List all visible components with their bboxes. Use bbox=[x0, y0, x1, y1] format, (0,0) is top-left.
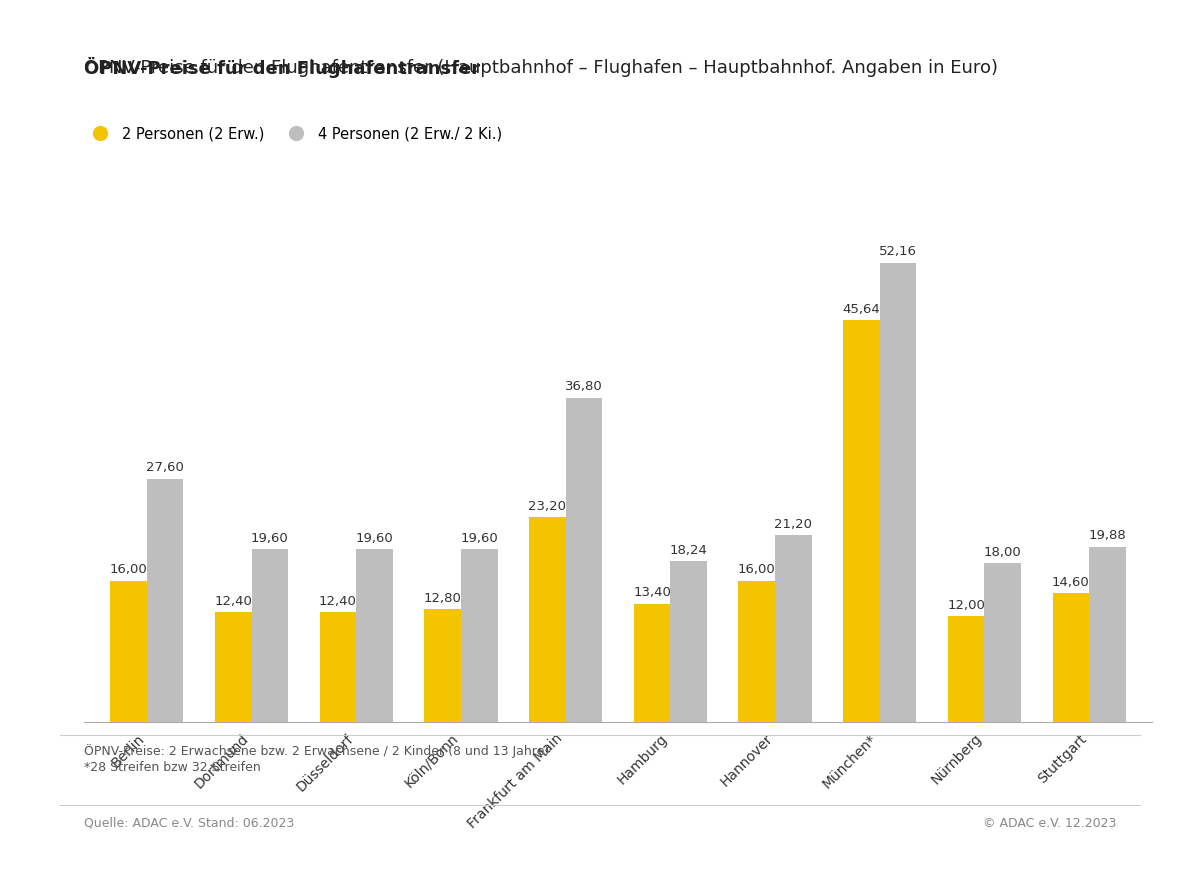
Text: 19,88: 19,88 bbox=[1088, 529, 1127, 542]
Text: 36,80: 36,80 bbox=[565, 380, 602, 393]
Bar bbox=[215, 612, 252, 722]
Text: 52,16: 52,16 bbox=[880, 246, 917, 258]
Text: 18,24: 18,24 bbox=[670, 544, 708, 557]
Bar bbox=[671, 561, 707, 722]
Text: 12,80: 12,80 bbox=[424, 591, 462, 605]
Bar bbox=[319, 612, 356, 722]
Bar bbox=[110, 581, 146, 722]
Bar bbox=[356, 549, 392, 722]
Bar bbox=[146, 479, 184, 722]
Bar bbox=[844, 320, 880, 722]
Text: *28 Streifen bzw 32 Streifen: *28 Streifen bzw 32 Streifen bbox=[84, 761, 260, 774]
Text: 16,00: 16,00 bbox=[738, 563, 775, 576]
Text: 12,00: 12,00 bbox=[947, 598, 985, 612]
Bar bbox=[1052, 593, 1090, 722]
Text: Quelle: ADAC e.V. Stand: 06.2023: Quelle: ADAC e.V. Stand: 06.2023 bbox=[84, 817, 294, 830]
Text: © ADAC e.V. 12.2023: © ADAC e.V. 12.2023 bbox=[983, 817, 1116, 830]
Bar bbox=[565, 398, 602, 722]
Text: ÖPNV-Preise: 2 Erwachsene bzw. 2 Erwachsene / 2 Kinder (8 und 13 Jahre): ÖPNV-Preise: 2 Erwachsene bzw. 2 Erwachs… bbox=[84, 744, 550, 758]
Bar bbox=[1090, 546, 1126, 722]
Text: 13,40: 13,40 bbox=[634, 586, 671, 599]
Text: ÖPNV-Preise für den Flughafentransfer (Hauptbahnhof – Flughafen – Hauptbahnhof. : ÖPNV-Preise für den Flughafentransfer (H… bbox=[84, 57, 998, 77]
Text: 16,00: 16,00 bbox=[109, 563, 148, 576]
Bar bbox=[948, 616, 984, 722]
Bar bbox=[775, 535, 811, 722]
Text: 19,60: 19,60 bbox=[461, 532, 498, 545]
Bar bbox=[634, 604, 671, 722]
Bar bbox=[461, 549, 498, 722]
Bar bbox=[425, 609, 461, 722]
Text: 12,40: 12,40 bbox=[319, 595, 356, 608]
Bar bbox=[880, 262, 917, 722]
Bar bbox=[984, 563, 1021, 722]
Text: 18,00: 18,00 bbox=[984, 546, 1021, 559]
Text: 27,60: 27,60 bbox=[146, 461, 184, 474]
Text: 19,60: 19,60 bbox=[251, 532, 289, 545]
Text: 19,60: 19,60 bbox=[355, 532, 394, 545]
Text: ÖPNV-Preise für den Flughafentransfer: ÖPNV-Preise für den Flughafentransfer bbox=[84, 57, 480, 78]
Bar bbox=[529, 517, 565, 722]
Text: 14,60: 14,60 bbox=[1052, 576, 1090, 589]
Text: 45,64: 45,64 bbox=[842, 303, 881, 316]
Text: 21,20: 21,20 bbox=[774, 517, 812, 531]
Bar bbox=[738, 581, 775, 722]
Legend: 2 Personen (2 Erw.), 4 Personen (2 Erw./ 2 Ki.): 2 Personen (2 Erw.), 4 Personen (2 Erw./… bbox=[85, 126, 503, 141]
Text: 23,20: 23,20 bbox=[528, 500, 566, 513]
Text: 12,40: 12,40 bbox=[215, 595, 252, 608]
Bar bbox=[252, 549, 288, 722]
